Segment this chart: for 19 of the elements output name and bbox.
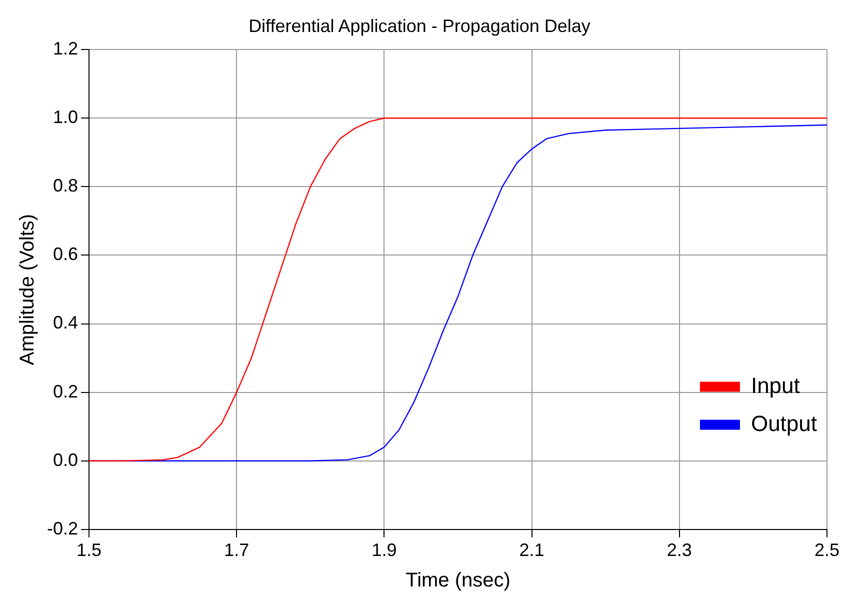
x-tick-label: 2.3 [666,540,692,560]
chart-title: Differential Application - Propagation Delay [248,16,590,36]
x-axis-title: Time (nsec) [406,570,510,592]
y-tick-label: 0.6 [52,244,78,264]
y-tick-label: -0.2 [46,518,78,538]
x-tick-label: 1.5 [76,540,102,560]
x-tick-label: 1.9 [372,540,397,560]
x-tick-label: 2.1 [519,540,544,560]
y-tick-label: 0.0 [52,450,78,470]
x-tick-label: 2.5 [814,540,840,560]
y-tick-label: 0.4 [52,312,78,333]
y-tick-label: 1.0 [52,107,78,128]
y-tick-label: 0.2 [52,381,78,402]
y-tick-label: 0.8 [52,176,78,196]
legend-label: Output [750,410,818,436]
x-tick-label: 1.7 [224,540,250,560]
y-tick-label: 1.2 [52,38,78,59]
legend-label: Input [750,372,800,398]
y-axis-title: Amplitude (Volts) [16,214,39,366]
